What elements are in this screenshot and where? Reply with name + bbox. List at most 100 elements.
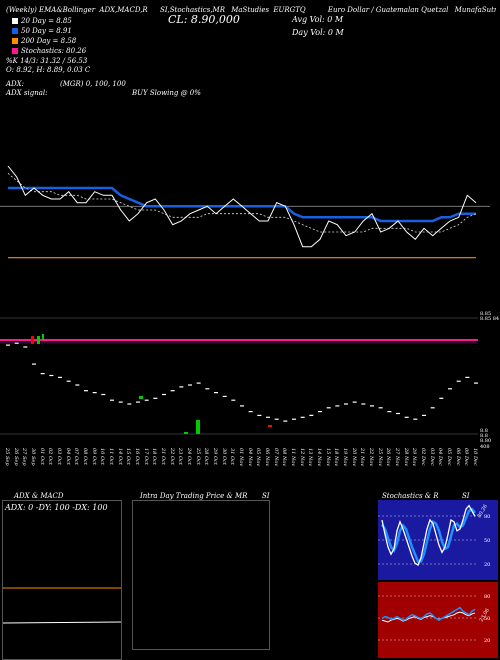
close-label: CL: 8.90,000 — [168, 13, 240, 26]
header-item: ADX,MACD,R — [99, 6, 148, 14]
macd-point — [309, 414, 314, 416]
date-tick-label: 22 Nov — [368, 448, 374, 467]
stoch-d-line — [380, 507, 476, 563]
date-tick-label: 30 Sep — [30, 448, 36, 466]
date-tick-label: 04 Dec — [437, 448, 444, 466]
macd-point — [413, 418, 418, 420]
mr-slow-line — [381, 611, 476, 623]
chart-header: (Weekly) EMA&Bollinger ADX,MACD,R SI,Sto… — [6, 6, 496, 16]
date-tick-label: 14 Oct — [116, 448, 123, 465]
macd-point — [448, 388, 452, 390]
date-tick-label: 28 Nov — [402, 448, 409, 467]
date-tick-label: 25 Sep — [4, 448, 10, 466]
date-tick-label: 16 Oct — [134, 448, 140, 465]
date-tick-label: 26 Nov — [385, 448, 392, 467]
mr-tick-label: 80 — [484, 594, 490, 600]
header-item: EURGTQ — [273, 6, 306, 14]
macd-hist-bar — [196, 420, 200, 434]
macd-point — [300, 416, 305, 418]
macd-axis-mid: 8.8 — [480, 433, 488, 439]
date-tick-label: 03 Oct — [56, 448, 62, 465]
stoch-tick-label: 20 — [484, 562, 490, 568]
macd-point — [188, 384, 192, 386]
macd-point — [378, 407, 383, 409]
macd-point — [92, 392, 97, 394]
date-tick-label: 19 Nov — [342, 448, 348, 467]
date-tick-label: 24 Oct — [186, 448, 192, 465]
stoch-tick-label: 50 — [484, 538, 490, 544]
macd-point — [248, 411, 253, 413]
date-tick-label: 23 Oct — [177, 448, 184, 465]
macd-point — [127, 403, 132, 405]
legend-stoch-vals: %K 14/3: 31.32 / 56.53 — [6, 57, 88, 65]
date-tick-label: 25 Oct — [194, 448, 201, 465]
legend-adx: ADX: — [6, 80, 25, 88]
macd-point — [214, 392, 218, 394]
macd-hist-bar — [139, 396, 143, 399]
macd-hist-bar — [184, 432, 188, 434]
macd-point — [49, 374, 54, 377]
macd-point — [292, 418, 296, 420]
header-item: MaStudies — [231, 6, 270, 14]
macd-point — [361, 403, 366, 405]
macd-point — [136, 401, 140, 403]
legend-adx-vals: (MGR) 0, 100, 100 — [60, 80, 126, 88]
date-tick-label: 28 Oct — [203, 448, 210, 465]
macd-point — [439, 397, 444, 399]
header-item: MunafaSutra.com — [454, 6, 496, 14]
macd-point — [257, 414, 262, 416]
date-tick-label: 08 Oct — [82, 448, 88, 465]
macd-point — [153, 397, 158, 399]
mr-tick-label: 20 — [484, 638, 490, 644]
date-tick-label: 02 Oct — [47, 448, 54, 465]
macd-point — [170, 390, 175, 392]
date-tick-label: 22 Oct — [168, 448, 175, 465]
date-tick-label: 03 Dec — [428, 448, 435, 466]
macd-point — [23, 346, 28, 348]
legend-ema20: 20 Day = 8.85 — [12, 17, 72, 25]
macd-point — [266, 416, 270, 418]
date-tick-label: 21 Nov — [359, 448, 366, 467]
macd-point — [387, 411, 392, 413]
date-tick-label: 21 Oct — [160, 448, 166, 465]
date-tick-label: 12 Nov — [298, 448, 305, 467]
date-tick-label: 25 Nov — [376, 448, 383, 467]
macd-point — [6, 344, 10, 346]
ema200-swatch — [12, 38, 18, 44]
stoch-swatch — [12, 48, 18, 54]
macd-point — [205, 388, 210, 390]
date-tick-label: 02 Dec — [420, 448, 426, 466]
macd-point — [240, 405, 244, 407]
date-tick-label: 15 Oct — [125, 448, 132, 465]
date-tick-label: 20 Nov — [350, 448, 357, 467]
day-vol: Day Vol: 0 M — [292, 28, 344, 37]
macd-axis-bottom: 8.80 408 — [480, 438, 492, 450]
date-tick-label: 06 Dec — [454, 448, 461, 466]
date-tick-label: 07 Oct — [73, 448, 80, 465]
price-line — [7, 165, 477, 248]
macd-point — [32, 363, 36, 365]
date-tick-label: 01 Nov — [238, 448, 244, 467]
stoch-k-line — [381, 504, 476, 566]
legend-adx-signal: ADX signal: — [6, 89, 48, 97]
adx-panel: ADX: 0 -DY: 100 -DX: 100 — [2, 500, 122, 660]
adx-panel-lines — [3, 587, 121, 624]
date-tick-label: 30 Oct — [220, 448, 227, 465]
date-tick-label: 31 Oct — [229, 448, 236, 465]
date-tick-label: 18 Oct — [151, 448, 158, 465]
date-tick-label: 05 Nov — [255, 448, 262, 467]
macd-point — [352, 401, 357, 403]
macd-point — [344, 403, 348, 405]
macd-hist-bar — [268, 425, 272, 427]
intra-panel — [132, 500, 270, 650]
date-tick-label: 15 Nov — [324, 448, 331, 467]
mr-fast-line — [381, 606, 476, 622]
ema50-swatch — [12, 28, 18, 34]
date-tick-label: 10 Dec — [472, 448, 478, 466]
date-tick-label: 11 Oct — [108, 448, 114, 465]
date-tick-label: 04 Oct — [64, 448, 71, 465]
date-tick-label: 04 Nov — [246, 448, 253, 467]
macd-point — [179, 386, 184, 388]
intra-panel-title: Intra Day Trading Price & MR — [140, 492, 248, 500]
adx-panel-values: ADX: 0 -DY: 100 -DX: 100 — [5, 503, 108, 512]
